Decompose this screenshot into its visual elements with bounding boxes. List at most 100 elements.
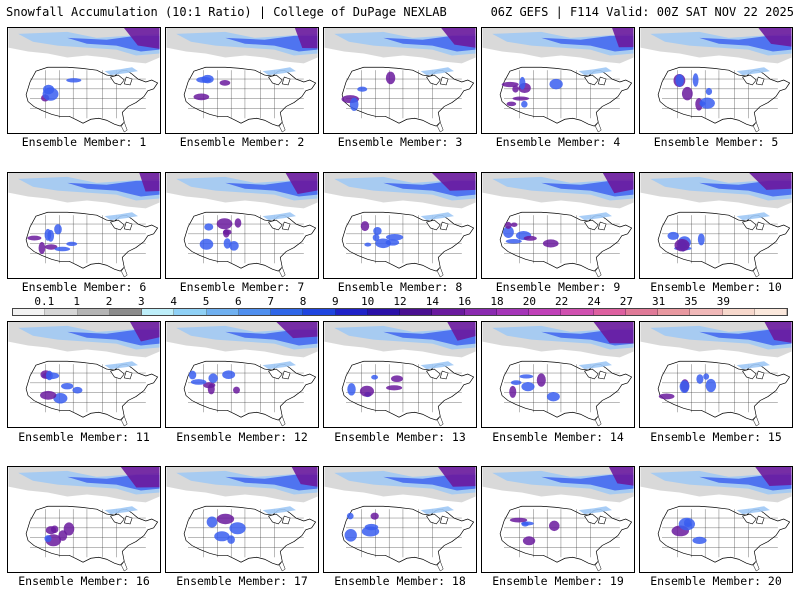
ensemble-member-label: Ensemble Member: 14 (492, 430, 624, 444)
run-info: 06Z GEFS | F114 Valid: 00Z SAT NOV 22 20… (490, 5, 794, 19)
legend-swatch (271, 309, 304, 315)
legend-swatch (496, 309, 529, 315)
ensemble-map-panel (323, 466, 477, 573)
ensemble-member-label: Ensemble Member: 13 (334, 430, 466, 444)
legend-label: 2 (105, 295, 113, 308)
legend-label: 6 (235, 295, 242, 308)
ensemble-member-label: Ensemble Member: 12 (176, 430, 308, 444)
legend-swatch (77, 309, 110, 315)
legend-label: 10 (361, 295, 375, 308)
legend-swatch (45, 309, 78, 315)
ensemble-member-label: Ensemble Member: 4 (495, 135, 621, 149)
legend-swatch (690, 309, 723, 315)
legend-swatch (722, 309, 755, 315)
legend-swatch (109, 309, 142, 315)
legend-label: 39 (716, 295, 730, 308)
ensemble-map (166, 173, 318, 278)
ensemble-map (8, 173, 160, 278)
legend-swatch (593, 309, 626, 315)
legend-swatch (174, 309, 207, 315)
color-legend: 0.1 1 2 3 4 5 6 7 8 9 10 12 14 16 18 20 22 24 27 31 35 39 (12, 295, 788, 317)
ensemble-member-label: Ensemble Member: 19 (492, 574, 624, 588)
ensemble-map-panel (323, 27, 477, 134)
legend-label: 9 (332, 295, 339, 308)
legend-swatch (658, 309, 691, 315)
ensemble-map (166, 467, 318, 572)
legend-label: 24 (587, 295, 601, 308)
ensemble-map-panel (165, 27, 319, 134)
ensemble-map-panel (165, 172, 319, 279)
ensemble-member-label: Ensemble Member: 18 (334, 574, 466, 588)
ensemble-map (640, 28, 792, 133)
legend-swatch (625, 309, 658, 315)
legend-label: 14 (425, 295, 439, 308)
ensemble-map-panel (639, 466, 793, 573)
legend-label: 4 (170, 295, 177, 308)
ensemble-map-panel (7, 27, 161, 134)
ensemble-map (640, 173, 792, 278)
ensemble-map (8, 467, 160, 572)
ensemble-member-label: Ensemble Member: 11 (18, 430, 150, 444)
ensemble-member-label: Ensemble Member: 17 (176, 574, 308, 588)
ensemble-map (324, 173, 476, 278)
ensemble-member-label: Ensemble Member: 9 (495, 280, 621, 294)
ensemble-map (8, 322, 160, 427)
legend-swatch (464, 309, 497, 315)
legend-label: 12 (393, 295, 407, 308)
ensemble-member-label: Ensemble Member: 10 (650, 280, 782, 294)
ensemble-map (482, 467, 634, 572)
ensemble-member-label: Ensemble Member: 16 (18, 574, 150, 588)
ensemble-member-label: Ensemble Member: 8 (337, 280, 463, 294)
ensemble-map-panel (639, 321, 793, 428)
legend-label: 18 (490, 295, 504, 308)
ensemble-map-panel (481, 466, 635, 573)
legend-swatch (432, 309, 465, 315)
ensemble-map-panel (481, 172, 635, 279)
legend-labels: 0.1 1 2 3 4 5 6 7 8 9 10 12 14 16 18 20 22 24 27 31 35 39 (12, 295, 788, 308)
ensemble-member-label: Ensemble Member: 15 (650, 430, 782, 444)
legend-label: 22 (555, 295, 569, 308)
ensemble-map (166, 322, 318, 427)
ensemble-map (640, 322, 792, 427)
ensemble-map (324, 28, 476, 133)
ensemble-map (482, 173, 634, 278)
ensemble-map-panel (481, 321, 635, 428)
legend-label: 0.1 (34, 295, 55, 308)
ensemble-map-panel (7, 321, 161, 428)
legend-swatch (561, 309, 594, 315)
ensemble-member-label: Ensemble Member: 2 (179, 135, 305, 149)
ensemble-member-label: Ensemble Member: 5 (653, 135, 779, 149)
legend-label: 31 (652, 295, 666, 308)
ensemble-map (166, 28, 318, 133)
legend-colorbar (12, 308, 788, 316)
ensemble-member-label: Ensemble Member: 1 (21, 135, 147, 149)
ensemble-map-panel (323, 172, 477, 279)
ensemble-member-label: Ensemble Member: 20 (650, 574, 782, 588)
legend-swatch (754, 309, 787, 315)
legend-label: 35 (684, 295, 698, 308)
ensemble-map (8, 28, 160, 133)
legend-swatch (206, 309, 239, 315)
ensemble-member-label: Ensemble Member: 3 (337, 135, 463, 149)
legend-swatch (142, 309, 175, 315)
legend-swatch (303, 309, 336, 315)
ensemble-member-label: Ensemble Member: 6 (21, 280, 147, 294)
legend-swatch (529, 309, 562, 315)
ensemble-map-panel (323, 321, 477, 428)
ensemble-map (482, 28, 634, 133)
legend-label: 1 (73, 295, 80, 308)
ensemble-map (640, 467, 792, 572)
ensemble-map (324, 322, 476, 427)
ensemble-map-panel (481, 27, 635, 134)
ensemble-map-panel (7, 172, 161, 279)
legend-label: 20 (522, 295, 536, 308)
ensemble-map-panel (639, 172, 793, 279)
legend-swatch (238, 309, 271, 315)
legend-label: 8 (299, 295, 307, 308)
ensemble-map (482, 322, 634, 427)
legend-swatch (13, 309, 46, 315)
ensemble-map (324, 467, 476, 572)
legend-label: 3 (138, 295, 145, 308)
ensemble-map-panel (7, 466, 161, 573)
ensemble-map-panel (165, 466, 319, 573)
